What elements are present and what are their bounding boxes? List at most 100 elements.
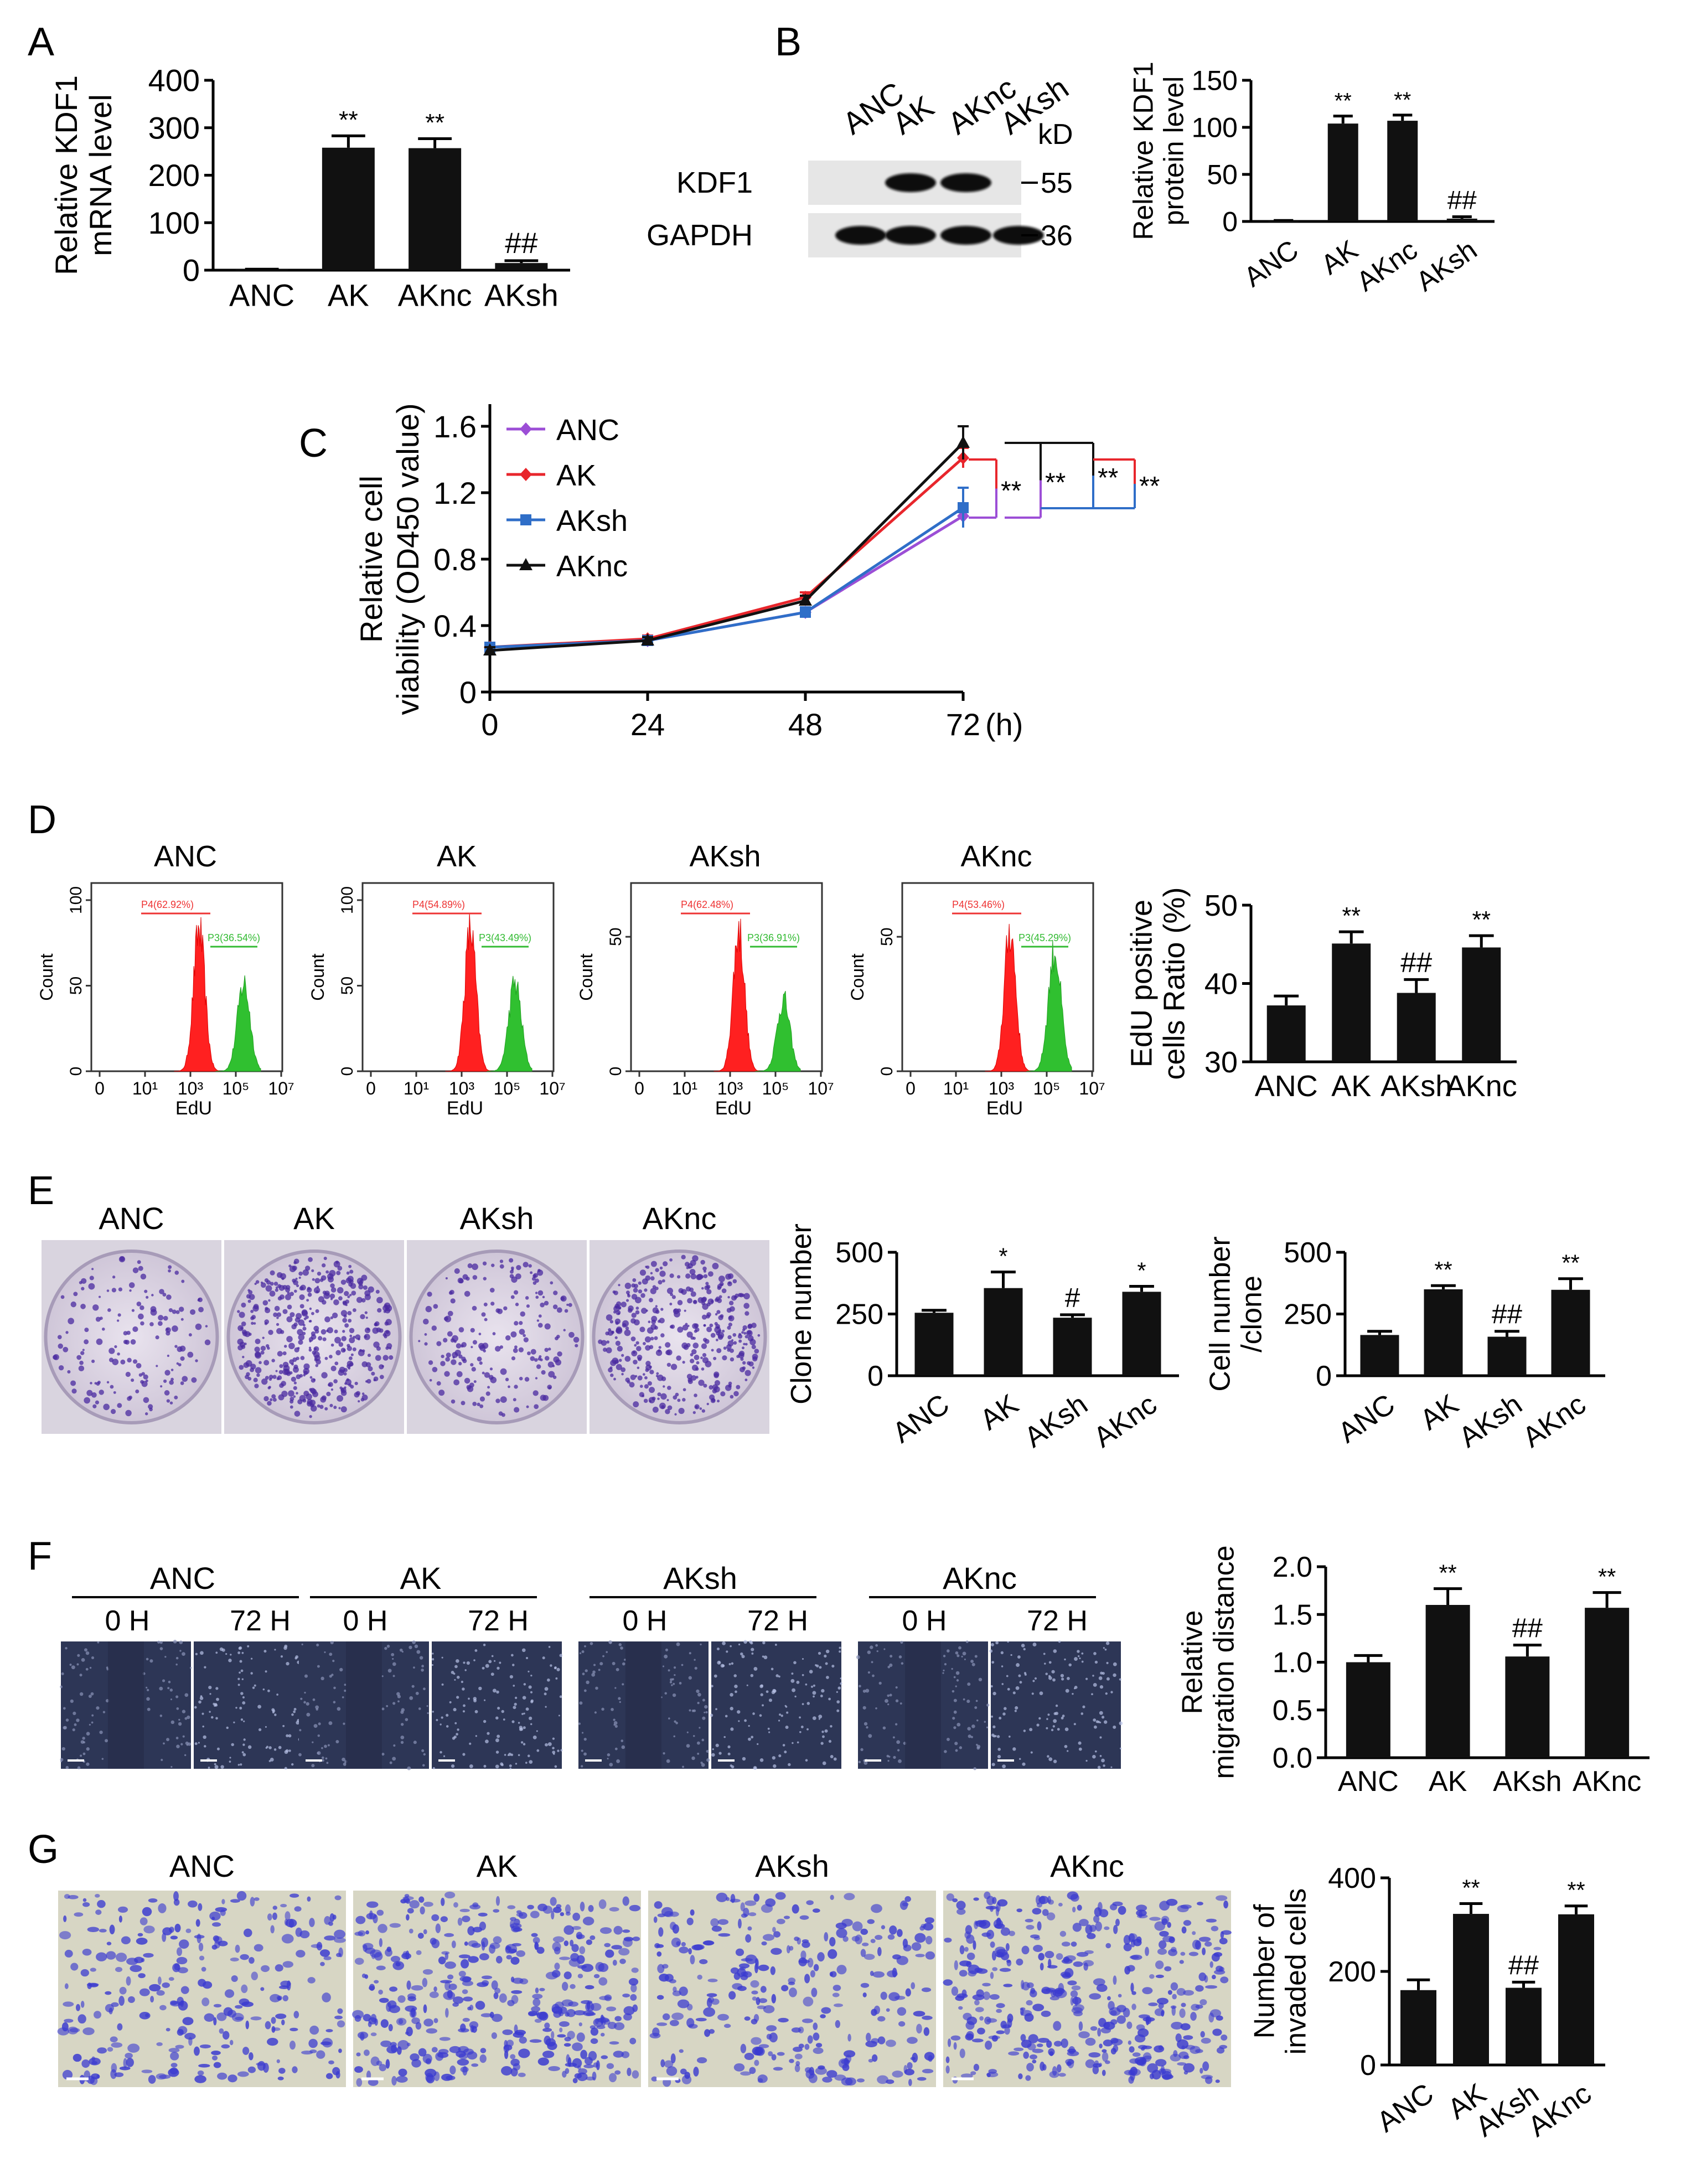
colony [489, 1367, 493, 1371]
invaded-cell [510, 2054, 516, 2059]
wound-cell [944, 1663, 947, 1666]
wound-cell [883, 1648, 886, 1650]
invaded-cell [532, 1994, 543, 1999]
colony [253, 1322, 256, 1325]
colony [340, 1279, 347, 1285]
wound-cell [215, 1651, 218, 1654]
invaded-cell [766, 2025, 777, 2032]
invaded-cell [201, 1997, 210, 2006]
invaded-cell [301, 2050, 313, 2055]
wound-cell [384, 1646, 387, 1650]
colony [79, 1360, 84, 1365]
significance-mark: ## [1447, 186, 1477, 215]
colony [701, 1343, 707, 1349]
colony [508, 1385, 510, 1388]
invaded-cell [1136, 1909, 1147, 1917]
colony [131, 1309, 135, 1312]
wound-cell [718, 1752, 722, 1755]
invaded-cell [227, 2074, 237, 2083]
invaded-cell [334, 1937, 346, 1943]
colony [381, 1365, 384, 1367]
colony [172, 1325, 178, 1332]
colony [613, 1290, 618, 1295]
invaded-cell [1032, 2048, 1044, 2053]
wound-cell [201, 1712, 204, 1715]
wound-cell [313, 1724, 318, 1728]
invaded-cell [197, 2070, 204, 2076]
colony [298, 1334, 305, 1341]
invaded-cell [197, 1933, 201, 1944]
invaded-cell [507, 1905, 516, 1909]
invaded-cell [1099, 1909, 1109, 1918]
invaded-cell [260, 1987, 265, 1991]
wound-cell [952, 1717, 955, 1720]
wound-cell [730, 1645, 732, 1648]
wound-cell [462, 1710, 465, 1713]
wound-cell [288, 1749, 291, 1752]
invaded-cell [201, 1966, 206, 1972]
colony [265, 1344, 270, 1348]
wound-cell [830, 1725, 833, 1728]
wound-cell [1017, 1655, 1021, 1659]
colony [441, 1354, 444, 1359]
invaded-cell [114, 2072, 124, 2077]
wound-cell [243, 1720, 245, 1722]
invaded-cell [606, 2063, 614, 2069]
wound-cell [1043, 1653, 1046, 1655]
invaded-cell [237, 2071, 249, 2077]
invaded-cell [904, 1896, 911, 1902]
colony [254, 1282, 257, 1285]
invaded-cell [613, 1925, 623, 1935]
colony [665, 1342, 671, 1348]
colony [314, 1347, 317, 1351]
wound-cell [469, 1742, 472, 1745]
colony [472, 1340, 478, 1345]
invaded-cell [1029, 2054, 1038, 2060]
colony [614, 1336, 618, 1339]
wound-cell [414, 1644, 418, 1649]
invaded-cell [830, 1894, 834, 1901]
wound-cell [697, 1752, 700, 1755]
y-tick-label: 0.4 [433, 608, 477, 643]
invaded-cell [1170, 2053, 1181, 2062]
wound-cell [1053, 1649, 1057, 1653]
wound-cell [726, 1650, 728, 1653]
colony [266, 1280, 271, 1285]
wound-cell [691, 1709, 695, 1712]
flow-x-tick-label: 0 [366, 1078, 376, 1098]
y-tick-label: 0 [1316, 1360, 1332, 1392]
colony [368, 1366, 373, 1371]
invaded-cell [1197, 1902, 1203, 1906]
wound-cell [239, 1671, 241, 1674]
colony [637, 1366, 640, 1370]
wound-cell [601, 1707, 604, 1711]
wound-cell [822, 1761, 826, 1765]
invaded-cell [1159, 1940, 1167, 1949]
invaded-cell [1009, 1930, 1015, 1937]
invaded-cell [800, 1950, 806, 1960]
invaded-cell [435, 1923, 441, 1933]
invaded-cell [1061, 2038, 1068, 2048]
invaded-cell [742, 1971, 752, 1978]
invaded-cell [467, 1926, 475, 1935]
invaded-cell [1170, 1982, 1178, 1991]
colony [564, 1309, 568, 1313]
colony [478, 1343, 485, 1349]
colony [433, 1304, 438, 1309]
x-tick-label: AKsh [1493, 1765, 1561, 1798]
wound-cell [820, 1742, 824, 1745]
colony [128, 1282, 135, 1288]
wound-cell [542, 1656, 545, 1660]
wound-cell [195, 1653, 198, 1655]
invaded-cell [875, 1935, 883, 1940]
colony [303, 1363, 310, 1370]
colony [737, 1334, 743, 1339]
wound-cell [700, 1761, 703, 1764]
colony [330, 1388, 334, 1391]
invaded-cell [991, 2035, 998, 2042]
wound-cell [1018, 1758, 1021, 1760]
colony [557, 1351, 562, 1357]
invaded-cell [798, 1959, 810, 1964]
blot-protein-label: KDF1 [676, 166, 753, 199]
